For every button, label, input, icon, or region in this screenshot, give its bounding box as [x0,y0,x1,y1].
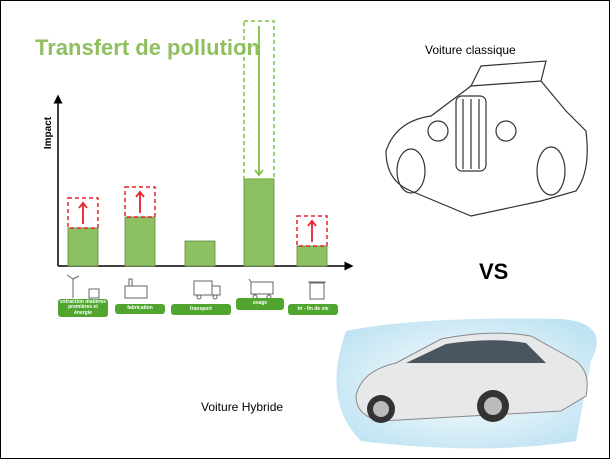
bar [297,246,327,266]
bar [68,228,98,266]
category-label: fabrication [115,304,165,314]
bar [125,217,155,266]
category-label: tri - fin de vie [288,304,338,315]
y-axis-label: Impact [43,116,54,149]
category-label: extraction matières premières et énergie [58,299,108,317]
chart: Impact [1,1,609,458]
bar [244,179,274,266]
category-icons [67,275,326,299]
hybrid-car-image [336,319,596,449]
category-label: transport [171,304,231,315]
slide: Transfert de pollution Voiture classique… [0,0,610,459]
classic-car-image [386,61,587,216]
bar [185,241,215,266]
category-label: usage [236,298,284,310]
